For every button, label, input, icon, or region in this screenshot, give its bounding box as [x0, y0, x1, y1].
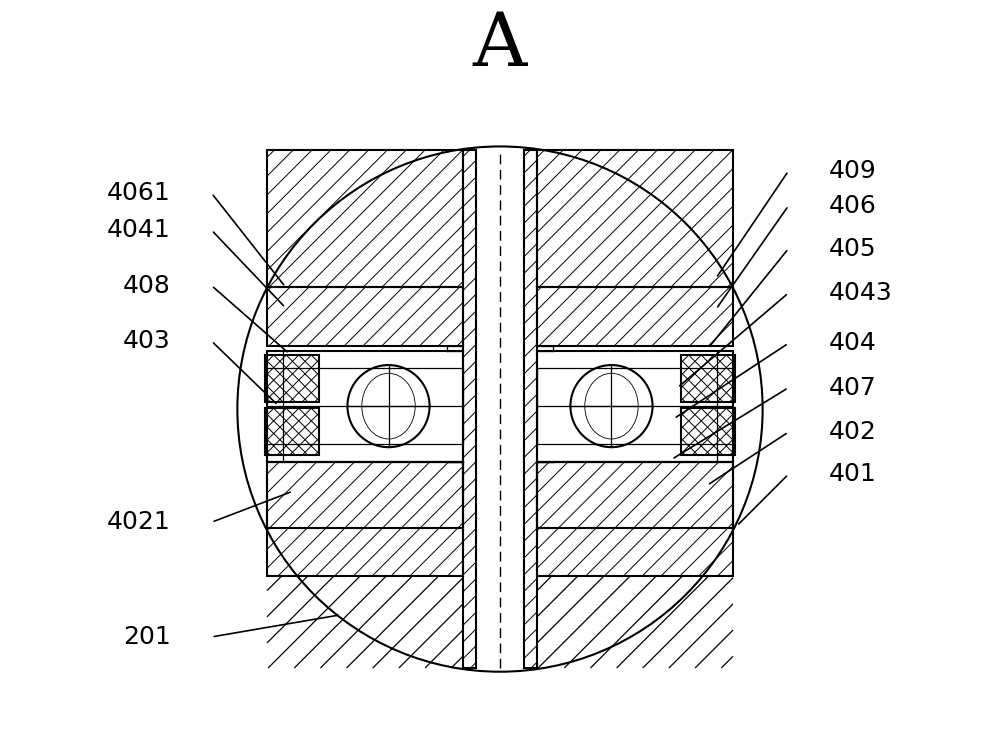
Bar — [681, 408, 735, 455]
Bar — [267, 462, 463, 528]
Text: 4041: 4041 — [107, 218, 171, 242]
Bar — [265, 408, 319, 455]
Bar — [524, 150, 537, 668]
Bar — [267, 462, 463, 575]
Text: 404: 404 — [829, 331, 877, 355]
Text: 201: 201 — [123, 625, 171, 649]
Text: 401: 401 — [829, 462, 877, 486]
Text: 403: 403 — [123, 329, 171, 353]
Bar — [267, 287, 463, 346]
Bar — [537, 351, 733, 462]
Text: 402: 402 — [829, 420, 877, 444]
Text: 4043: 4043 — [829, 281, 893, 305]
Bar — [537, 287, 733, 346]
Bar — [267, 351, 463, 462]
Bar — [537, 368, 717, 444]
Bar — [463, 150, 476, 668]
Bar — [537, 150, 733, 287]
Text: 409: 409 — [829, 159, 877, 183]
Text: 4061: 4061 — [107, 181, 171, 205]
Text: 406: 406 — [829, 194, 877, 218]
Bar — [681, 355, 735, 401]
Bar — [283, 368, 463, 444]
Text: 408: 408 — [123, 273, 171, 297]
Text: 4021: 4021 — [107, 511, 171, 535]
Text: A: A — [473, 8, 527, 81]
Text: 405: 405 — [829, 236, 877, 261]
Bar — [267, 150, 463, 287]
Bar — [265, 355, 319, 401]
Text: 407: 407 — [829, 376, 877, 400]
Bar — [537, 462, 733, 528]
Bar — [537, 462, 733, 575]
